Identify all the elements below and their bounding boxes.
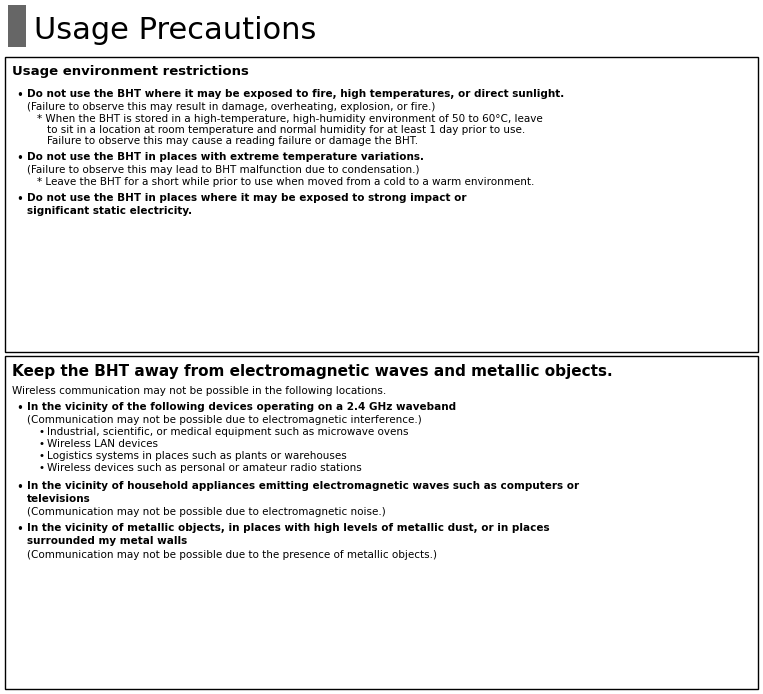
Text: •: •: [16, 523, 23, 536]
Text: (Communication may not be possible due to the presence of metallic objects.): (Communication may not be possible due t…: [27, 550, 437, 560]
Text: * Leave the BHT for a short while prior to use when moved from a cold to a warm : * Leave the BHT for a short while prior …: [37, 177, 534, 187]
Text: Wireless LAN devices: Wireless LAN devices: [47, 439, 158, 449]
Text: surrounded my metal walls: surrounded my metal walls: [27, 536, 187, 546]
FancyBboxPatch shape: [8, 5, 26, 47]
Text: In the vicinity of household appliances emitting electromagnetic waves such as c: In the vicinity of household appliances …: [27, 481, 579, 491]
Text: Logistics systems in places such as plants or warehouses: Logistics systems in places such as plan…: [47, 451, 346, 461]
Text: In the vicinity of the following devices operating on a 2.4 GHz waveband: In the vicinity of the following devices…: [27, 402, 456, 412]
Text: •: •: [16, 481, 23, 494]
Text: •: •: [38, 463, 44, 473]
Text: •: •: [16, 193, 23, 206]
Text: (Communication may not be possible due to electromagnetic noise.): (Communication may not be possible due t…: [27, 507, 386, 517]
FancyBboxPatch shape: [5, 57, 758, 352]
Text: Industrial, scientific, or medical equipment such as microwave ovens: Industrial, scientific, or medical equip…: [47, 427, 408, 437]
Text: (Failure to observe this may lead to BHT malfunction due to condensation.): (Failure to observe this may lead to BHT…: [27, 165, 420, 175]
Text: •: •: [38, 439, 44, 449]
Text: •: •: [16, 402, 23, 415]
Text: Do not use the BHT in places with extreme temperature variations.: Do not use the BHT in places with extrem…: [27, 152, 424, 162]
Text: (Communication may not be possible due to electromagnetic interference.): (Communication may not be possible due t…: [27, 415, 422, 425]
Text: Do not use the BHT in places where it may be exposed to strong impact or: Do not use the BHT in places where it ma…: [27, 193, 466, 203]
Text: (Failure to observe this may result in damage, overheating, explosion, or fire.): (Failure to observe this may result in d…: [27, 102, 436, 112]
Text: •: •: [16, 152, 23, 165]
FancyBboxPatch shape: [5, 356, 758, 689]
Text: Keep the BHT away from electromagnetic waves and metallic objects.: Keep the BHT away from electromagnetic w…: [12, 364, 613, 379]
Text: •: •: [16, 89, 23, 102]
Text: In the vicinity of metallic objects, in places with high levels of metallic dust: In the vicinity of metallic objects, in …: [27, 523, 549, 533]
Text: * When the BHT is stored in a high-temperature, high-humidity environment of 50 : * When the BHT is stored in a high-tempe…: [37, 114, 542, 124]
Text: •: •: [38, 451, 44, 461]
Text: Usage Precautions: Usage Precautions: [34, 15, 317, 44]
Text: televisions: televisions: [27, 494, 91, 504]
Text: Wireless communication may not be possible in the following locations.: Wireless communication may not be possib…: [12, 386, 386, 396]
Text: significant static electricity.: significant static electricity.: [27, 206, 192, 216]
Text: to sit in a location at room temperature and normal humidity for at least 1 day : to sit in a location at room temperature…: [47, 125, 525, 135]
Text: •: •: [38, 427, 44, 437]
Text: Failure to observe this may cause a reading failure or damage the BHT.: Failure to observe this may cause a read…: [47, 136, 418, 146]
Text: Usage environment restrictions: Usage environment restrictions: [12, 65, 249, 78]
Text: Wireless devices such as personal or amateur radio stations: Wireless devices such as personal or ama…: [47, 463, 362, 473]
Text: Do not use the BHT where it may be exposed to fire, high temperatures, or direct: Do not use the BHT where it may be expos…: [27, 89, 565, 99]
